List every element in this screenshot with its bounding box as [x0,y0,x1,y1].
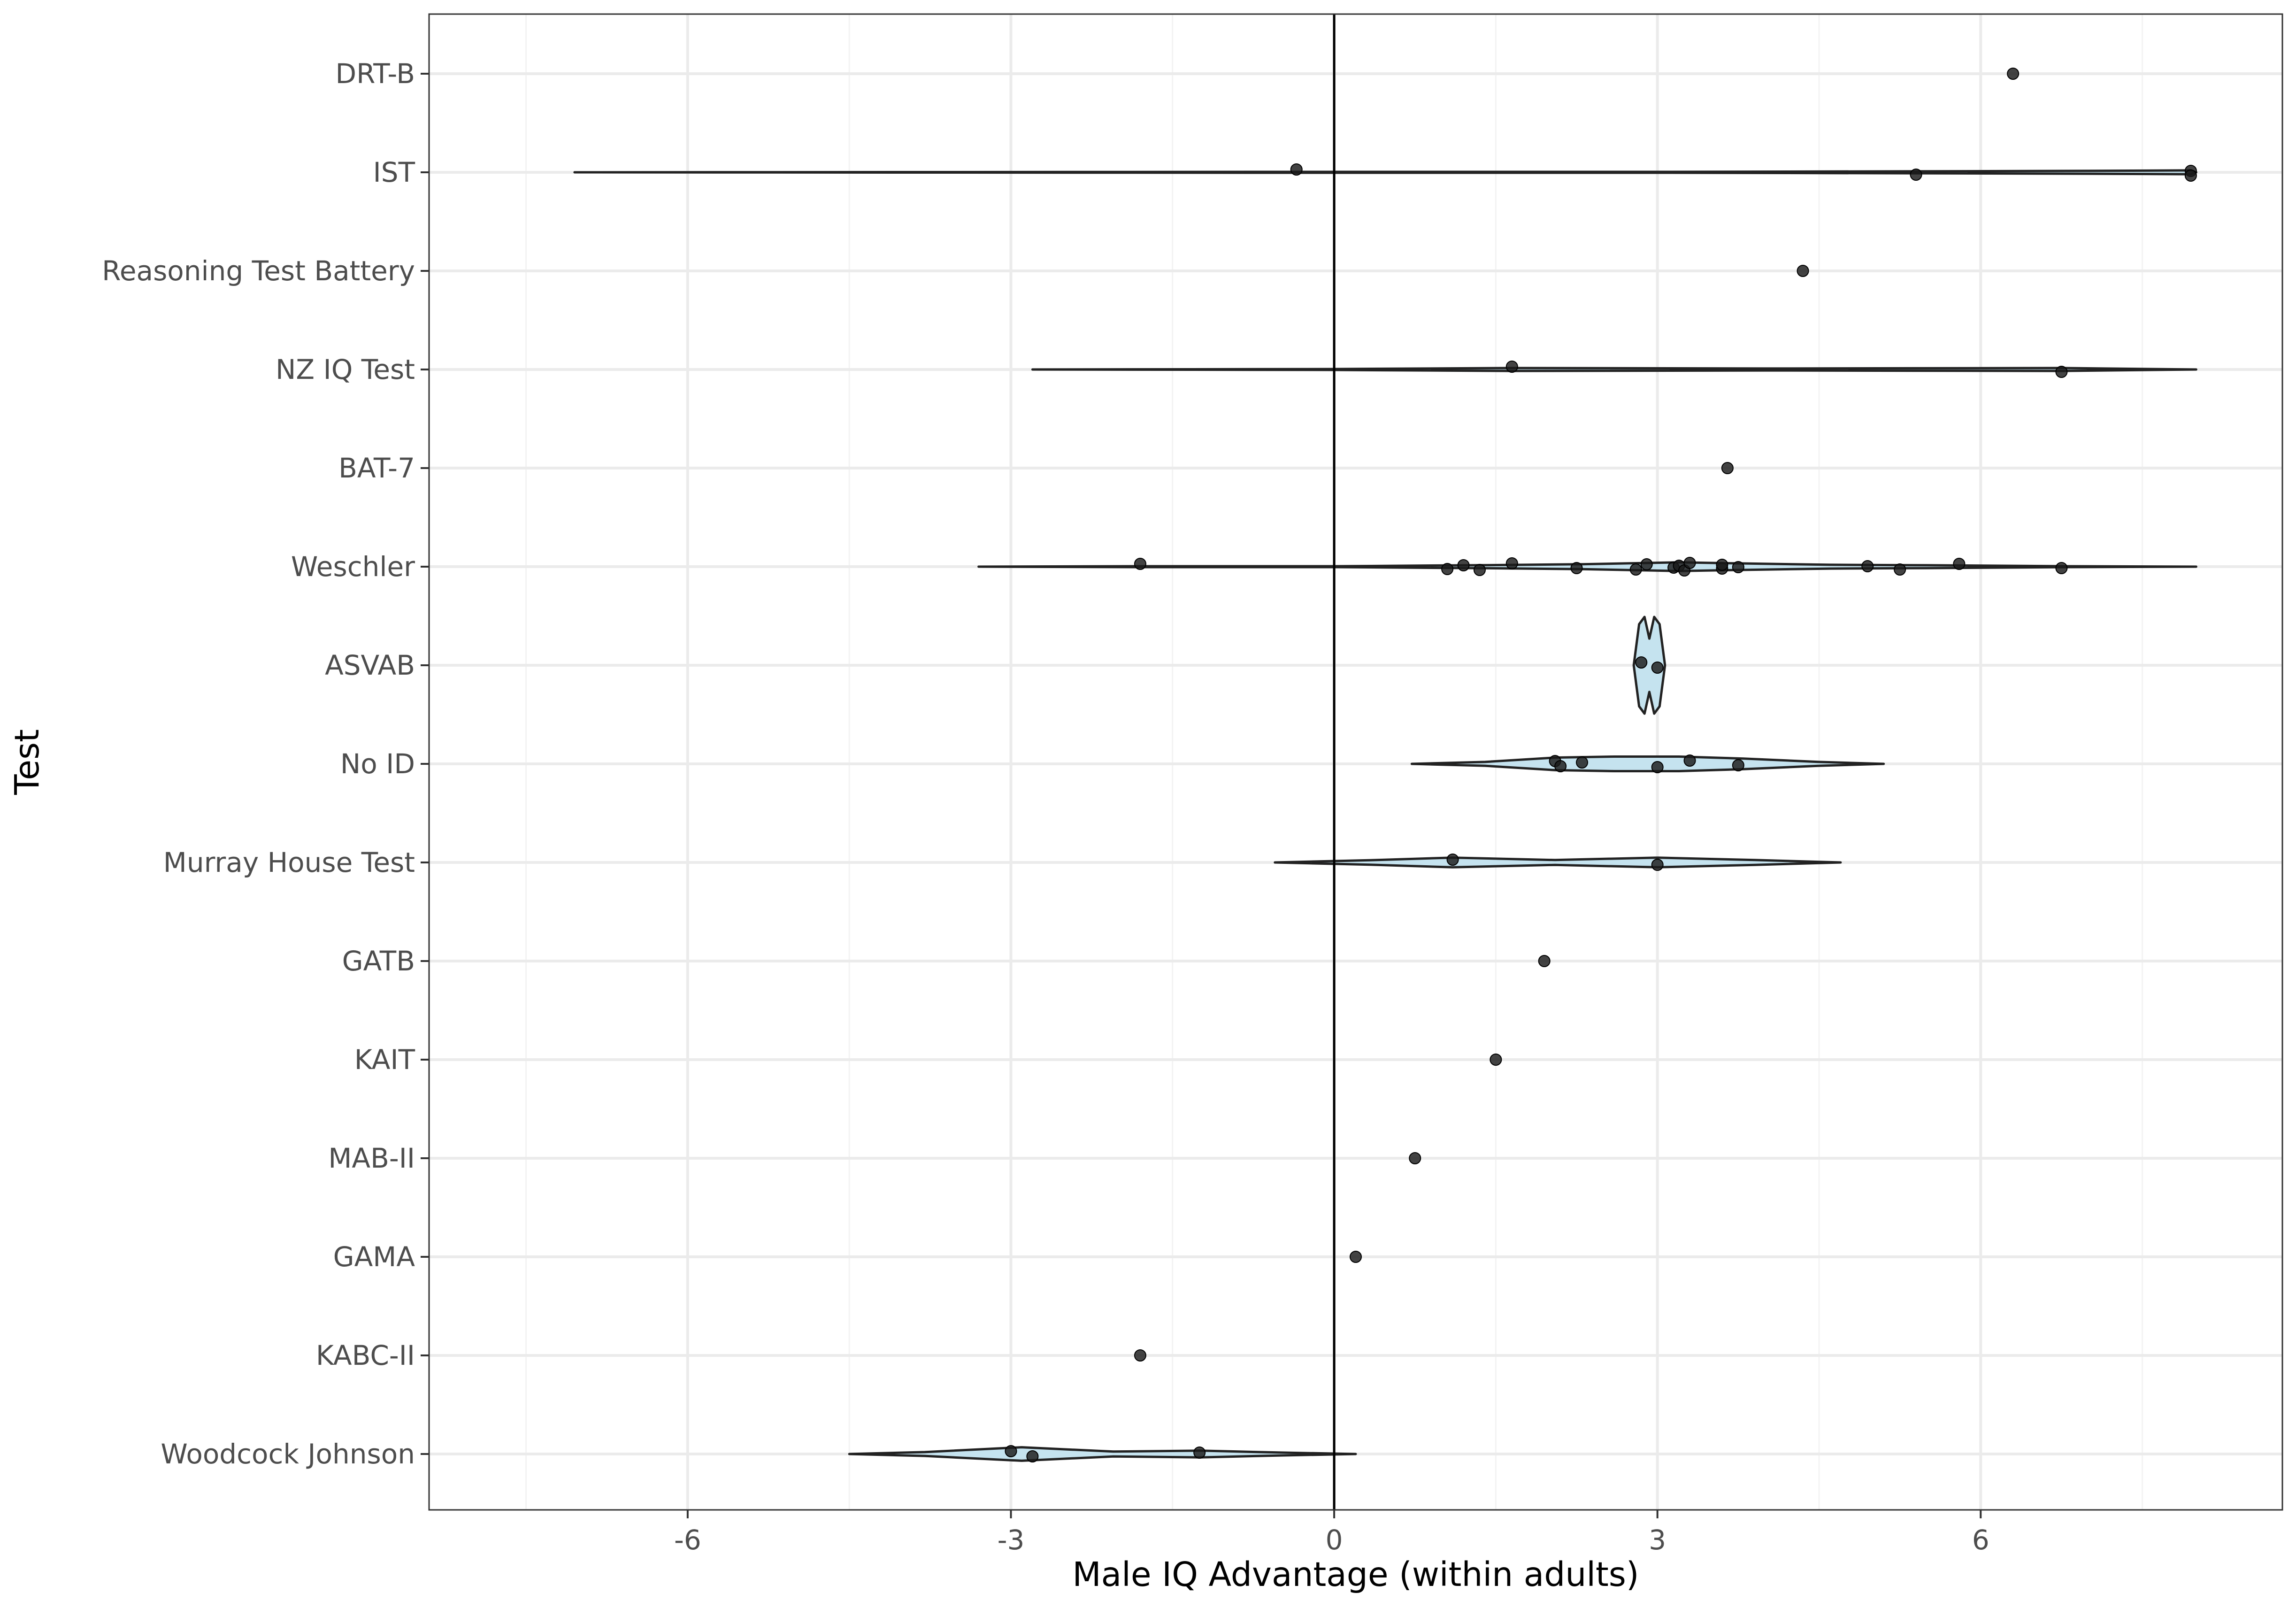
data-point [1640,558,1653,570]
y-tick-label: KAIT [354,1044,415,1076]
x-tick-label: -3 [998,1524,1025,1556]
data-point [1538,955,1551,967]
violins [573,169,2197,1462]
data-point [1350,1251,1362,1263]
x-tick-label: 6 [1972,1524,1989,1556]
data-point [1473,564,1486,576]
x-tick-label: -6 [674,1524,701,1556]
data-point [1026,1450,1039,1462]
y-tick-label: IST [373,156,415,188]
data-point [1716,559,1728,571]
data-point [1651,662,1664,674]
data-point [1554,760,1567,772]
data-point [1576,756,1589,769]
data-point [1683,557,1696,569]
data-point [1290,163,1303,176]
data-point [1193,1446,1206,1459]
y-tick-label: NZ IQ Test [276,354,415,385]
panel-border [428,13,2283,1511]
violin-woodcock-johnson [848,1446,1357,1462]
y-tick-label: GATB [342,945,415,977]
data-point [1732,759,1744,771]
data-point [2055,562,2068,574]
x-tick-label: 0 [1326,1524,1343,1556]
data-point [1505,557,1518,569]
y-tick-label: No ID [340,748,415,780]
x-axis-title: Male IQ Advantage (within adults) [1072,1555,1639,1594]
data-point [1635,656,1648,669]
data-point [1797,265,1809,277]
y-tick-label: Weschler [291,551,415,583]
data-point [1457,559,1470,571]
data-point [1683,754,1696,767]
data-points [1005,68,2197,1462]
y-tick-label: KABC-II [316,1339,415,1371]
y-tick-label: DRT-B [336,58,415,90]
data-point [1894,563,1906,576]
data-point [2055,366,2068,378]
violin-weschler [977,561,2197,572]
data-point [1910,169,1922,181]
violin-murray-house-test [1274,856,1842,869]
data-point [1861,560,1874,572]
data-point [1651,859,1664,871]
y-tick-label: MAB-II [328,1142,415,1174]
y-tick-label: GAMA [333,1241,415,1273]
data-point [1490,1054,1502,1066]
data-point [1134,558,1146,570]
y-tick-label: ASVAB [325,649,415,681]
data-point [1721,462,1734,474]
data-point [1651,761,1664,773]
data-point [1953,558,1966,570]
x-tick-label: 3 [1649,1524,1666,1556]
y-tick-label: BAT-7 [338,452,415,484]
data-point [1134,1349,1146,1362]
grid [429,14,2282,1510]
violin-nz-iq-test [1031,367,2197,372]
data-point [1441,563,1454,575]
y-tick-label: Woodcock Johnson [161,1438,415,1470]
data-point [2184,169,2197,182]
axes: -6 -3 0 3 6 DRT-B IST Reasoning Test Battery NZ … [102,58,1989,1556]
y-tick-label: Murray House Test [163,846,415,878]
data-point [1005,1445,1017,1457]
violin-no-id [1410,755,1885,772]
data-point [1570,562,1583,574]
data-point [1732,561,1744,573]
y-axis-title: Test [8,729,46,795]
y-tick-label: Reasoning Test Battery [102,255,415,287]
data-point [2007,68,2020,80]
data-point [1505,361,1518,373]
data-point [1629,563,1642,576]
data-point [1409,1152,1421,1164]
violin-asvab [1632,616,1666,715]
data-point [1446,854,1459,866]
